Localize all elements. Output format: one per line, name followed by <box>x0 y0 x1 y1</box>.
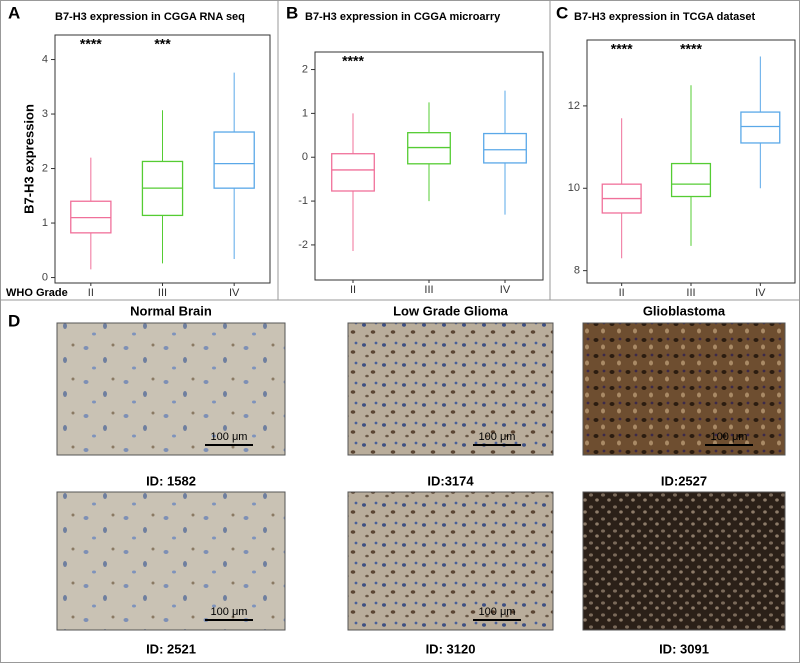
x-tick-label: III <box>158 287 167 299</box>
x-tick-label: II <box>350 284 356 296</box>
scale-bar-label: 100 μm <box>711 431 748 443</box>
y-tick-label: 4 <box>42 53 48 65</box>
y-tick-label: 2 <box>302 63 308 75</box>
scale-bar-label: 100 μm <box>479 431 516 443</box>
panel-label: A <box>8 3 20 22</box>
x-axis-label: WHO Grade <box>6 287 68 299</box>
panel-label: B <box>286 3 298 22</box>
image-id: ID: 3091 <box>659 641 709 656</box>
image-id: ID:3174 <box>427 473 474 488</box>
y-tick-label: 0 <box>42 271 48 283</box>
image-id: ID: 1582 <box>146 473 196 488</box>
y-tick-label: -2 <box>298 239 308 251</box>
scale-bar-label: 100 μm <box>211 606 248 618</box>
x-tick-label: II <box>619 287 625 299</box>
micrograph <box>56 322 286 456</box>
image-id: ID: 3120 <box>426 641 476 656</box>
chart-title: B7-H3 expression in TCGA dataset <box>574 11 755 23</box>
micrograph <box>347 491 554 631</box>
y-tick-label: 3 <box>42 108 48 120</box>
box <box>407 132 451 165</box>
y-axis-label: B7-H3 expression <box>21 104 36 214</box>
x-tick-label: IV <box>755 287 766 299</box>
y-tick-label: -1 <box>298 195 308 207</box>
x-tick-label: III <box>686 287 695 299</box>
y-tick-label: 8 <box>574 265 580 277</box>
micrograph <box>347 322 554 456</box>
significance: *** <box>154 36 171 52</box>
significance: **** <box>611 41 633 57</box>
chart-title: B7-H3 expression in CGGA RNA seq <box>55 11 245 23</box>
y-tick-label: 10 <box>568 182 580 194</box>
image-id: ID:2527 <box>661 473 707 488</box>
x-tick-label: IV <box>500 284 511 296</box>
micrograph <box>56 491 286 631</box>
y-tick-label: 1 <box>302 107 308 119</box>
x-tick-label: III <box>424 284 433 296</box>
micrograph <box>582 322 786 456</box>
box <box>213 131 255 189</box>
x-tick-label: II <box>88 287 94 299</box>
column-title: Low Grade Glioma <box>393 303 509 318</box>
column-title: Normal Brain <box>130 303 212 318</box>
y-tick-label: 0 <box>302 151 308 163</box>
x-tick-label: IV <box>229 287 240 299</box>
panel-label: C <box>556 3 568 22</box>
significance: **** <box>80 36 102 52</box>
scale-bar-label: 100 μm <box>479 606 516 618</box>
box <box>331 153 375 192</box>
significance: **** <box>342 53 364 69</box>
y-tick-label: 2 <box>42 162 48 174</box>
y-tick-label: 12 <box>568 100 580 112</box>
box <box>740 111 781 144</box>
scale-bar-label: 100 μm <box>211 431 248 443</box>
box <box>670 162 712 198</box>
column-title: Glioblastoma <box>643 303 726 318</box>
image-id: ID: 2521 <box>146 641 196 656</box>
panel-label: D <box>8 311 20 330</box>
micrograph <box>582 491 786 631</box>
chart-title: B7-H3 expression in CGGA microarry <box>305 11 501 23</box>
significance: **** <box>680 41 702 57</box>
box <box>483 132 527 164</box>
y-tick-label: 1 <box>42 217 48 229</box>
